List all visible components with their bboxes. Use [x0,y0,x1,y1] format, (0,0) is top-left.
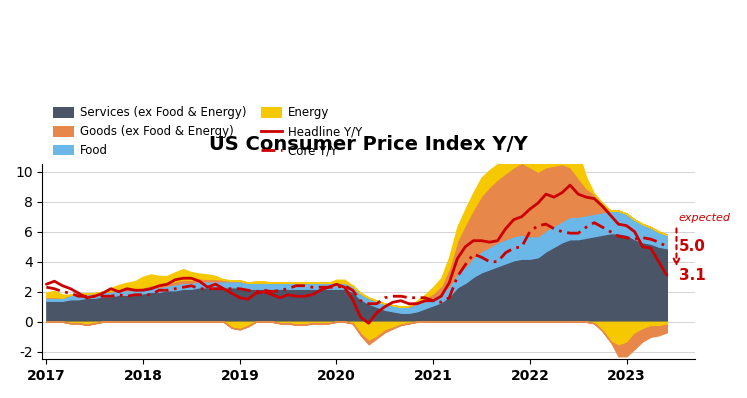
Text: 5.0: 5.0 [679,239,706,254]
Text: expected: expected [678,213,730,222]
Title: US Consumer Price Index Y/Y: US Consumer Price Index Y/Y [209,135,528,154]
Legend: Services (ex Food & Energy), Goods (ex Food & Energy), Food, Energy, Headline Y/: Services (ex Food & Energy), Goods (ex F… [49,102,367,162]
Text: 3.1: 3.1 [679,268,706,283]
